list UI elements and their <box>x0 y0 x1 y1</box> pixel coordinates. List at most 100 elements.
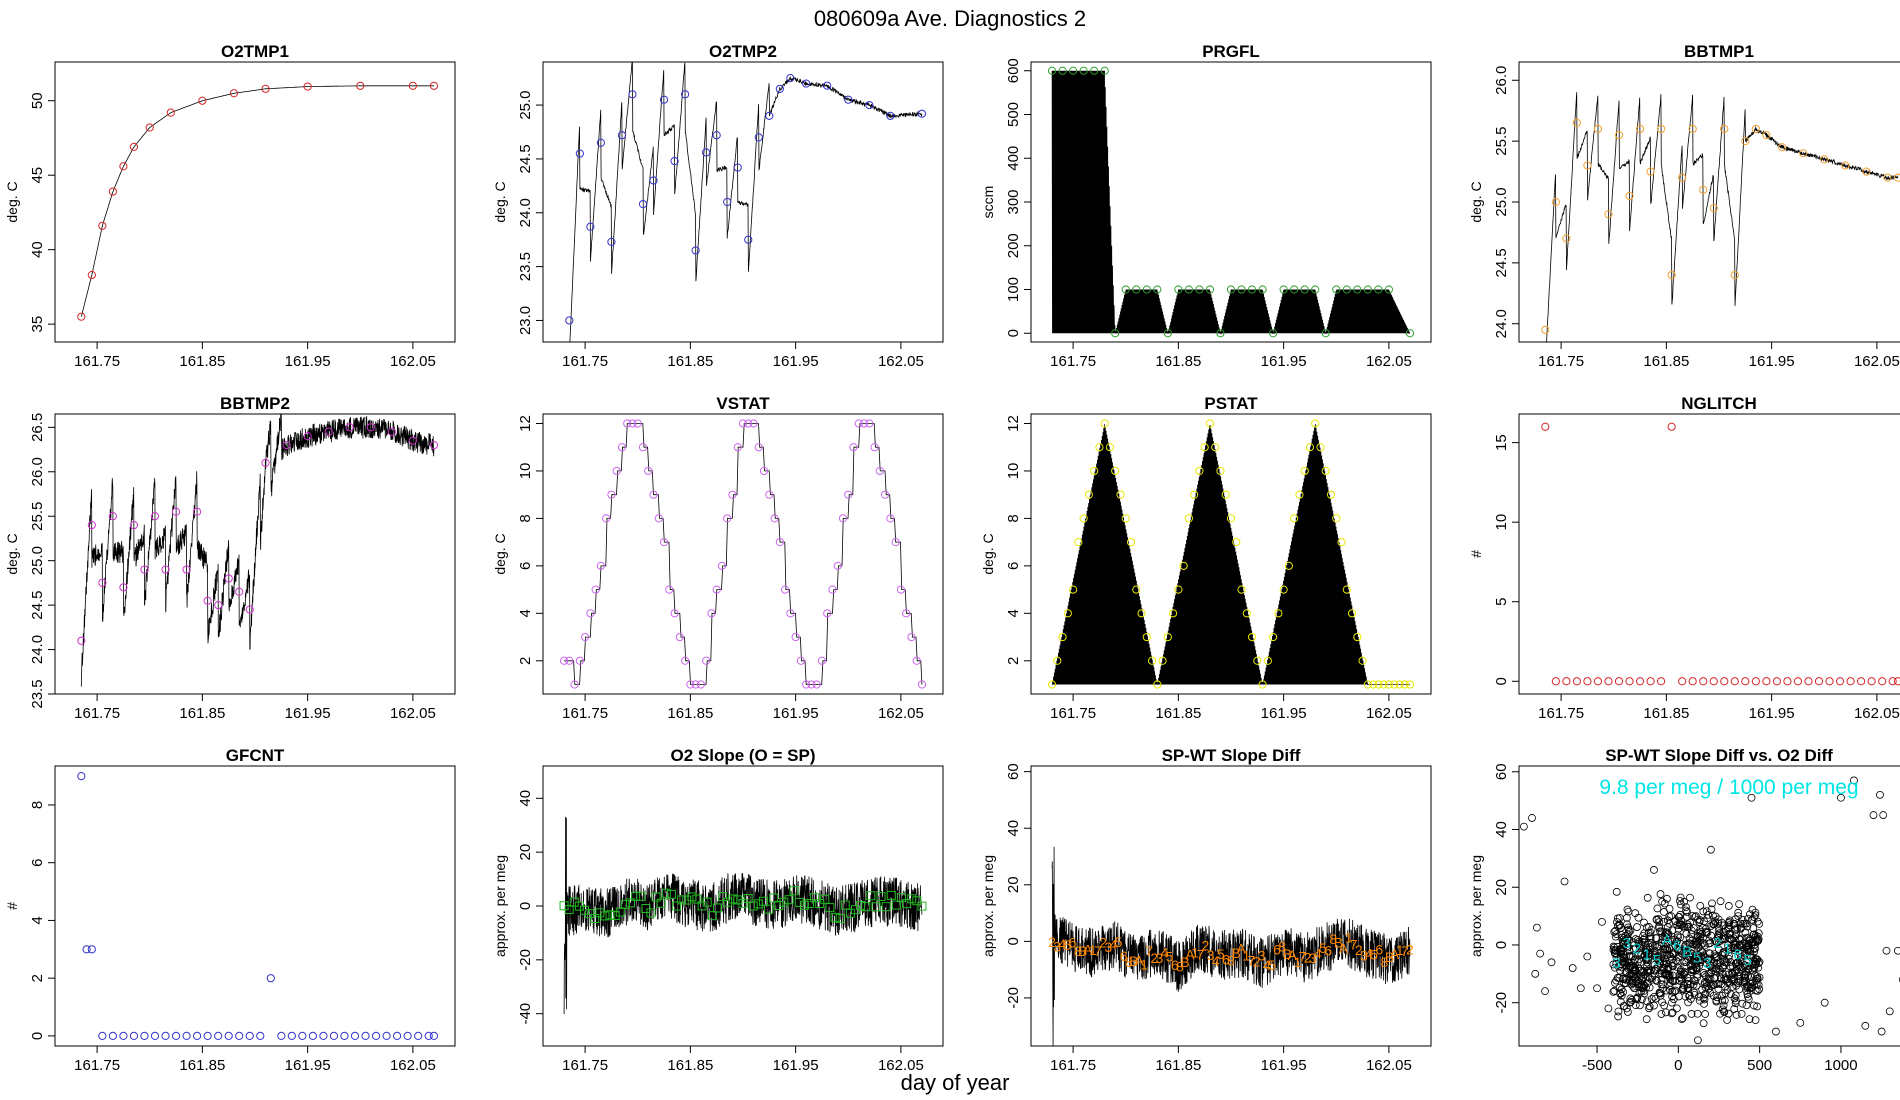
data-point <box>1783 677 1792 686</box>
scatter-point <box>1730 1005 1739 1013</box>
scatter-point <box>1696 902 1705 910</box>
scatter-point <box>1728 970 1737 978</box>
scatter-point <box>1675 919 1684 927</box>
x-tick-label: 161.85 <box>667 705 713 722</box>
data-point <box>1646 167 1655 176</box>
data-point <box>738 419 748 428</box>
scatter-point <box>1755 920 1764 928</box>
data-point: B <box>1334 935 1343 951</box>
data-point <box>1058 632 1067 642</box>
scatter-point <box>1746 984 1755 993</box>
scatter-point <box>1748 978 1757 987</box>
data-point <box>1126 538 1136 547</box>
data-point <box>1200 443 1209 452</box>
data-point <box>108 187 117 196</box>
cluster-label: 1 <box>1643 946 1651 963</box>
data-point <box>775 84 784 94</box>
data-point <box>1604 677 1613 686</box>
data-point <box>1572 677 1581 686</box>
data-point <box>896 893 906 903</box>
scatter-point <box>1731 915 1740 924</box>
data-point: 1 <box>1294 954 1302 970</box>
data-point <box>896 585 905 594</box>
data-point <box>1720 677 1729 686</box>
scatter-point <box>1628 938 1637 947</box>
scatter-point <box>1882 946 1891 955</box>
plot-area: 33 2 1 5A 6 B 5 32 1 6 5 <box>1519 776 1900 1045</box>
scatter-point <box>1639 966 1648 975</box>
data-point: 2 <box>1048 934 1056 950</box>
data-point <box>287 1031 296 1040</box>
data-point: 6 <box>1120 948 1128 964</box>
scatter-point <box>1625 998 1634 1007</box>
data-point <box>82 945 91 954</box>
scatter-point <box>1728 968 1736 977</box>
data-point <box>691 680 700 689</box>
scatter-point <box>1637 941 1646 950</box>
x-tick-label: 162.05 <box>1854 353 1900 370</box>
scatter-point <box>1740 970 1749 979</box>
data-point <box>1667 422 1676 431</box>
data-point <box>1741 137 1750 146</box>
scatter-point <box>1625 951 1634 960</box>
data-point <box>224 574 233 583</box>
x-tick-label: 161.95 <box>285 1057 331 1074</box>
scatter-point <box>1678 1014 1687 1023</box>
y-axis-label: # <box>4 902 20 910</box>
data-point <box>382 1031 391 1040</box>
x-tick-label: 161.75 <box>1538 705 1584 722</box>
data-point: A <box>1339 940 1349 956</box>
data-point: 8 <box>1125 954 1133 970</box>
y-tick-label: 40 <box>517 790 534 807</box>
scatter-point <box>1643 997 1651 1006</box>
scatter-point <box>1620 974 1628 983</box>
scatter-point <box>1645 1002 1654 1011</box>
plot-frame <box>1030 413 1432 695</box>
scatter-point <box>1712 952 1720 961</box>
scatter-point <box>1614 1007 1623 1016</box>
data-point <box>203 596 212 605</box>
scatter-point <box>1744 995 1753 1004</box>
data-point <box>1100 66 1109 75</box>
series-trace <box>1051 846 1411 1046</box>
data-point <box>620 899 630 909</box>
data-point <box>1205 419 1215 428</box>
y-tick-label: 2 <box>517 657 534 665</box>
panel-scatterdiff: SP-WT Slope Diff vs. O2 Diff approx. per … <box>1468 746 1900 1074</box>
y-axis-label: deg. C <box>1468 181 1484 222</box>
scatter-point <box>1604 1004 1613 1013</box>
data-point <box>87 270 96 280</box>
series-trace <box>80 85 434 317</box>
series-trace <box>80 414 435 687</box>
scatter-point <box>1741 973 1749 982</box>
data-point <box>145 123 154 132</box>
scatter-point <box>1730 968 1739 977</box>
data-point <box>1772 677 1781 686</box>
y-axis-label: deg. C <box>492 181 508 222</box>
data-point <box>182 1031 191 1040</box>
scatter-point <box>1688 951 1697 960</box>
y-axis-label: deg. C <box>4 181 20 222</box>
data-point <box>161 1031 170 1040</box>
data-point <box>150 1031 160 1040</box>
data-point <box>1258 285 1267 294</box>
scatter-point <box>1743 972 1752 980</box>
x-tick-label: 161.75 <box>1538 353 1584 370</box>
data-point <box>1142 285 1151 294</box>
cluster-label: A <box>1662 932 1672 949</box>
data-point <box>1247 632 1257 642</box>
data-point <box>166 108 175 117</box>
data-point: A <box>1237 941 1247 957</box>
scatter-point <box>1519 822 1528 831</box>
scatter-point <box>1617 991 1626 1000</box>
scatter-point <box>1743 922 1752 931</box>
scatter-point <box>1643 893 1652 902</box>
data-point <box>403 1031 412 1040</box>
data-point <box>1326 490 1336 499</box>
data-point <box>1825 677 1834 686</box>
data-point <box>1221 490 1230 499</box>
data-point <box>1379 680 1388 689</box>
data-point <box>789 886 799 896</box>
data-point <box>1232 538 1241 547</box>
